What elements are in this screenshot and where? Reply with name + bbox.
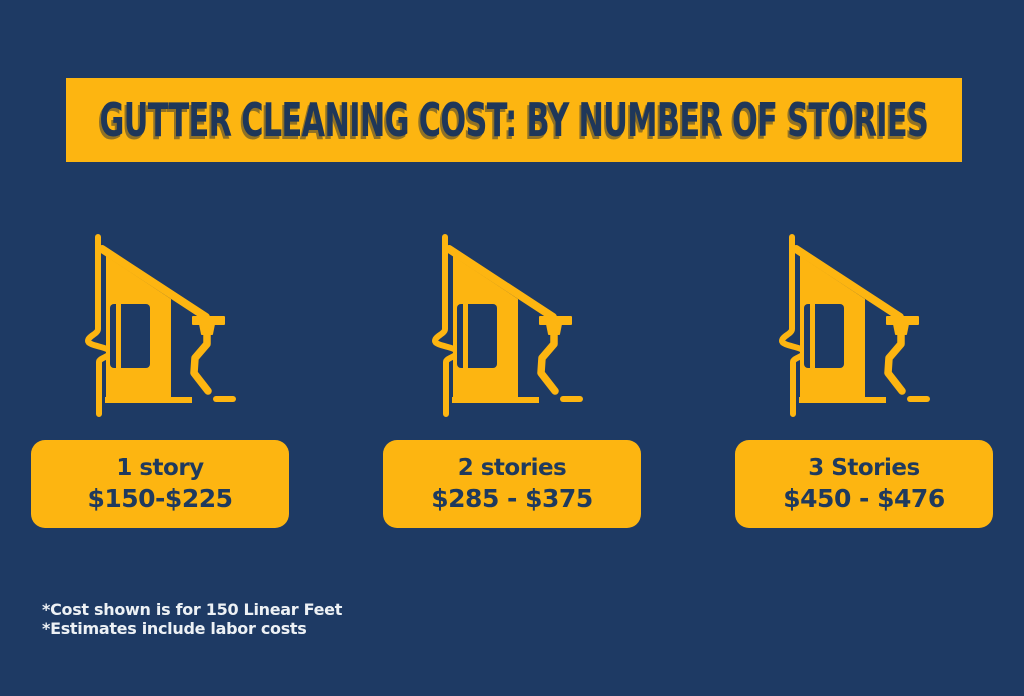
page-title: GUTTER CLEANING COST: BY NUMBER OF STORI… xyxy=(99,93,929,147)
price-card-1-story: 1 story $150-$225 xyxy=(31,440,289,528)
story-count-label: 2 stories xyxy=(457,455,567,481)
house-icons-row xyxy=(0,230,1024,420)
price-card-2-stories: 2 stories $285 - $375 xyxy=(383,440,641,528)
house-gutter-icon xyxy=(779,230,939,420)
story-count-label: 3 Stories xyxy=(808,455,920,481)
footnote-labor-costs: *Estimates include labor costs xyxy=(42,619,307,638)
title-banner: GUTTER CLEANING COST: BY NUMBER OF STORI… xyxy=(66,78,962,162)
footnote-linear-feet: *Cost shown is for 150 Linear Feet xyxy=(42,600,343,619)
price-card-3-stories: 3 Stories $450 - $476 xyxy=(735,440,993,528)
price-range-label: $450 - $476 xyxy=(783,484,945,513)
story-count-label: 1 story xyxy=(116,455,204,481)
price-range-label: $150-$225 xyxy=(87,484,233,513)
house-gutter-icon xyxy=(85,230,245,420)
footnotes: *Cost shown is for 150 Linear Feet *Esti… xyxy=(42,600,342,638)
house-gutter-icon xyxy=(432,230,592,420)
price-range-label: $285 - $375 xyxy=(431,484,593,513)
price-cards-row: 1 story $150-$225 2 stories $285 - $375 … xyxy=(0,440,1024,528)
